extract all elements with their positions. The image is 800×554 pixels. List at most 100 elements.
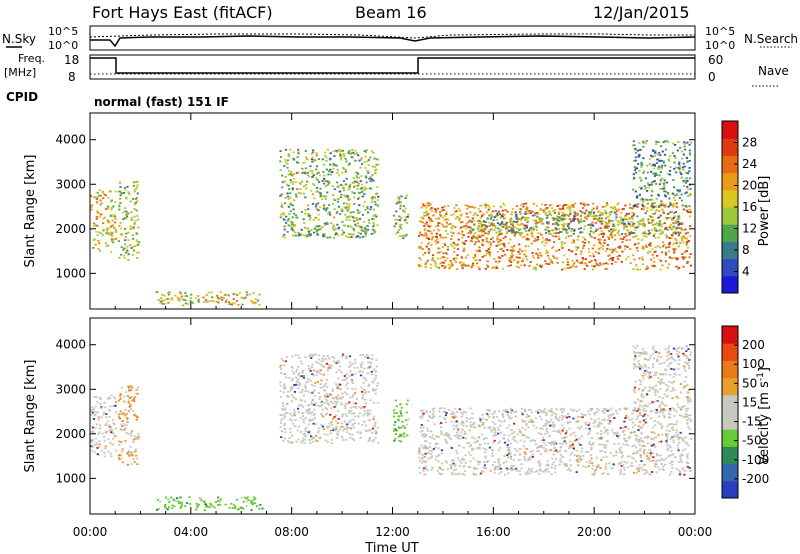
echo-cell xyxy=(373,368,376,371)
echo-cell xyxy=(122,411,125,414)
echo-cell xyxy=(99,403,102,405)
echo-cell xyxy=(136,463,139,465)
echo-cell xyxy=(524,249,527,252)
echo-cell xyxy=(492,426,495,429)
echo-cell xyxy=(423,225,426,227)
echo-cell xyxy=(297,152,300,155)
echo-cell xyxy=(637,238,640,241)
echo-cell xyxy=(484,456,487,459)
echo-cell xyxy=(512,245,516,247)
echo-cell xyxy=(376,199,380,201)
echo-cell xyxy=(102,229,105,232)
echo-cell xyxy=(314,417,317,419)
echo-cell xyxy=(604,221,607,224)
echo-cell xyxy=(341,392,344,395)
echo-cell xyxy=(369,180,372,183)
echo-cell xyxy=(610,414,613,417)
echo-cell xyxy=(297,234,300,237)
echo-cell xyxy=(622,473,625,476)
echo-cell xyxy=(308,368,311,371)
colorbar-tick-label: 16 xyxy=(742,200,757,214)
echo-cell xyxy=(538,217,541,220)
echo-cell xyxy=(191,301,194,303)
echo-cell xyxy=(654,436,657,439)
echo-cell xyxy=(646,182,649,184)
echo-cell xyxy=(578,437,581,440)
colorbar-tick-label: 28 xyxy=(742,136,757,150)
echo-cell xyxy=(653,260,656,263)
echo-cell xyxy=(114,217,117,220)
echo-cell xyxy=(668,241,671,244)
echo-cell xyxy=(513,448,517,450)
echo-cell xyxy=(96,447,99,449)
echo-cell xyxy=(90,438,93,441)
echo-cell xyxy=(494,225,497,227)
echo-cell xyxy=(311,176,314,178)
echo-cell xyxy=(563,222,566,225)
echo-cell xyxy=(581,211,584,214)
echo-cell xyxy=(444,244,447,246)
echo-cell xyxy=(582,236,585,239)
echo-cell xyxy=(374,171,377,174)
echo-cell xyxy=(340,158,343,161)
echo-cell xyxy=(375,168,378,171)
echo-cell xyxy=(494,423,497,425)
nsky-trace xyxy=(90,35,696,48)
echo-cell xyxy=(217,301,220,304)
echo-cell xyxy=(615,410,618,412)
echo-cell xyxy=(566,421,569,423)
echo-cell xyxy=(335,164,338,167)
echo-cell xyxy=(671,204,674,206)
echo-cell xyxy=(344,402,347,405)
echo-cell xyxy=(444,259,447,262)
echo-cell xyxy=(616,203,619,206)
echo-cell xyxy=(665,226,668,229)
echo-cell xyxy=(674,194,677,197)
echo-cell xyxy=(430,232,433,235)
echo-cell xyxy=(676,221,679,224)
echo-cell xyxy=(486,264,489,266)
echo-cell xyxy=(511,225,514,228)
echo-cell xyxy=(499,420,503,423)
echo-cell xyxy=(297,404,300,407)
echo-cell xyxy=(252,302,255,305)
echo-cell xyxy=(429,203,432,206)
echo-cell xyxy=(628,455,631,458)
echo-cell xyxy=(514,221,517,223)
echo-cell xyxy=(297,407,300,410)
echo-cell xyxy=(358,217,362,220)
echo-cell xyxy=(283,225,286,228)
echo-cell xyxy=(484,206,487,209)
echo-cell xyxy=(673,252,676,254)
echo-cell xyxy=(302,376,305,379)
echo-cell xyxy=(681,166,684,169)
echo-cell xyxy=(368,187,372,190)
echo-cell xyxy=(583,241,586,244)
echo-cell xyxy=(661,264,664,267)
echo-cell xyxy=(498,223,501,226)
echo-cell xyxy=(653,233,656,235)
echo-cell xyxy=(581,240,584,243)
echo-cell xyxy=(512,227,515,230)
echo-cell xyxy=(296,188,299,191)
echo-cell xyxy=(548,213,551,216)
echo-cell xyxy=(652,205,655,208)
echo-cell xyxy=(617,246,620,248)
echo-cell xyxy=(676,420,679,423)
echo-cell xyxy=(592,212,595,215)
echo-cell xyxy=(313,197,316,200)
echo-cell xyxy=(303,434,306,436)
echo-cell xyxy=(545,207,548,210)
echo-cell xyxy=(506,414,509,416)
echo-cell xyxy=(353,412,356,414)
echo-cell xyxy=(424,231,427,234)
echo-cell xyxy=(124,239,127,241)
echo-cell xyxy=(94,243,97,246)
echo-cell xyxy=(417,235,421,237)
echo-cell xyxy=(511,437,514,440)
echo-cell xyxy=(113,396,116,399)
echo-cell xyxy=(436,221,440,224)
echo-cell xyxy=(316,178,319,181)
echo-cell xyxy=(374,429,377,432)
echo-cell xyxy=(372,222,375,224)
